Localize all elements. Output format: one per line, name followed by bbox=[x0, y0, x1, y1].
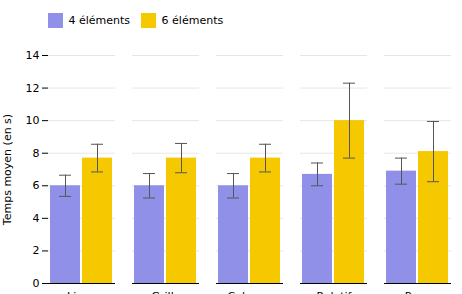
svg-text:Ligne: Ligne bbox=[67, 290, 97, 294]
svg-text:10: 10 bbox=[26, 114, 40, 127]
svg-text:Relatif: Relatif bbox=[317, 290, 353, 294]
html-text:6 éléments: 6 éléments bbox=[161, 14, 224, 27]
html-text:4 éléments: 4 éléments bbox=[68, 14, 131, 27]
svg-text:14: 14 bbox=[26, 49, 40, 62]
svg-text:Page: Page bbox=[405, 290, 432, 294]
svg-text:6: 6 bbox=[33, 179, 40, 192]
svg-text:Colonne: Colonne bbox=[228, 290, 273, 294]
svg-text:2: 2 bbox=[33, 244, 40, 257]
svg-text:Temps moyen (en s): Temps moyen (en s) bbox=[1, 113, 14, 225]
svg-text:4: 4 bbox=[33, 211, 40, 224]
svg-text:8: 8 bbox=[33, 146, 40, 159]
svg-text:Grille: Grille bbox=[152, 290, 181, 294]
svg-text:12: 12 bbox=[26, 81, 40, 94]
svg-text:0: 0 bbox=[33, 277, 40, 290]
